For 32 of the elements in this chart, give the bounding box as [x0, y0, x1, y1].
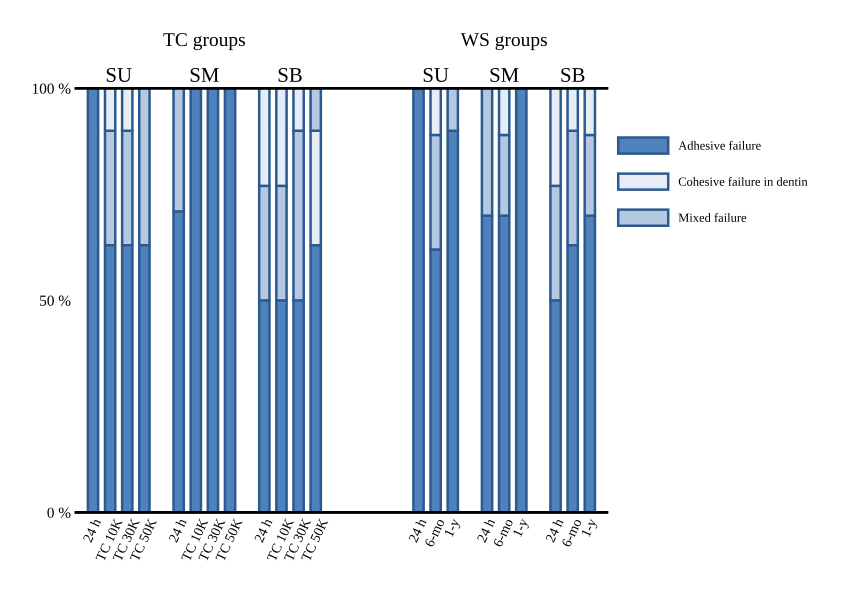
x-tick-label: 24 h	[408, 517, 427, 543]
x-tick-label: 1-y	[512, 518, 531, 538]
bar	[206, 88, 220, 512]
text: SM	[490, 68, 519, 82]
x-tick-label: 1-y	[444, 518, 462, 538]
x-tick-label: 24 h	[254, 517, 272, 543]
text: WS groups	[460, 33, 547, 50]
x-tick-label: 6-mo	[561, 518, 582, 548]
legend-label: Adhesive failure	[678, 140, 761, 150]
text: SU	[106, 68, 132, 82]
legend-label: Cohesive failure in dentin	[678, 176, 808, 186]
x-tick-label: 6-mo	[492, 518, 514, 548]
bar	[86, 88, 100, 512]
x-tick-label: 6-mo	[424, 518, 445, 548]
x-tick-label: 24 h	[82, 517, 102, 543]
text: TC groups	[163, 33, 245, 50]
bar	[514, 88, 528, 512]
text: SB	[561, 68, 584, 82]
bar	[189, 88, 202, 512]
y-tick-label: 100 %	[32, 83, 70, 94]
x-tick-label: 24 h	[544, 517, 564, 543]
bar	[412, 88, 425, 512]
x-tick-label: 24 h	[168, 517, 187, 543]
y-tick-label: 50 %	[40, 296, 70, 306]
text: SB	[278, 68, 302, 82]
legend-label: Mixed failure	[678, 213, 746, 222]
x-tick-label: 24 h	[476, 517, 496, 543]
x-tick-label: 1-y	[581, 518, 600, 538]
y-tick-label: 0 %	[47, 508, 70, 518]
text: SM	[190, 68, 219, 82]
bar	[224, 88, 236, 512]
text: SU	[424, 68, 449, 82]
